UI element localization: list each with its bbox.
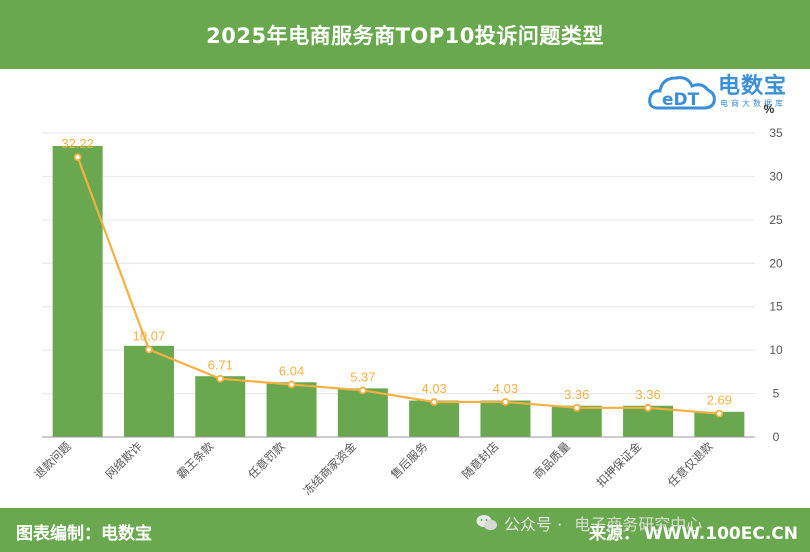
y-tick-label-5: 25 [769, 213, 783, 227]
bar-1 [123, 345, 174, 437]
line-point-3 [287, 380, 296, 389]
wechat-account: 电子商务研究中心 [574, 515, 703, 534]
y-tick-label-1: 5 [773, 387, 780, 401]
y-tick-label-4: 20 [769, 256, 783, 270]
line-series: 32.22 10.07 6.71 6.04 5.37 4.03 4.03 3.36 3.36 2.… [61, 136, 732, 418]
bar-series [52, 146, 745, 437]
bar-0 [52, 146, 103, 437]
x-tick-label-8: 扣押保证金 [594, 439, 645, 490]
data-label-0: 32.22 [61, 136, 94, 151]
line-point-7 [572, 403, 581, 412]
x-tick-label-1: 网络欺诈 [103, 439, 146, 482]
line-point-2 [216, 374, 225, 383]
cloud-logo-icon: eDT [648, 76, 716, 110]
data-label-3: 6.04 [279, 364, 304, 379]
y-axis-unit: % [764, 102, 775, 116]
footer-source: 来源： WWW.100EC.CN [589, 519, 798, 544]
line-point-5 [430, 398, 439, 406]
y-tick-label-0: 0 [773, 430, 780, 444]
data-label-1: 10.07 [133, 329, 166, 344]
line-point-0 [73, 153, 82, 162]
axes: 0 5 10 15 20 25 30 35% 退款问题 网络欺诈 霸王条款 任意罚款 冻结商家资金 售后服… [31, 102, 783, 498]
bar-5 [409, 400, 460, 437]
data-label-4: 5.37 [350, 369, 375, 384]
x-tick-label-3: 任意罚款 [245, 439, 288, 482]
x-tick-label-5: 售后服务 [388, 439, 431, 482]
chart-footer: 图表编制：电数宝 来源： WWW.100EC.CN [0, 508, 810, 552]
wechat-icon [476, 515, 497, 531]
data-label-6: 4.03 [493, 381, 518, 396]
y-tick-label-2: 10 [769, 343, 783, 357]
bar-3 [266, 382, 317, 437]
line-point-8 [644, 403, 652, 412]
line-point-9 [715, 409, 724, 418]
y-tick-label-3: 15 [769, 300, 783, 314]
wechat-label: 公众号 · [504, 515, 563, 534]
data-label-5: 4.03 [421, 381, 446, 396]
logo-sub-text: 电商大数据库 [720, 99, 786, 108]
logo-mark-text: eDT [662, 90, 700, 110]
trend-line [76, 156, 720, 415]
y-tick-label-7: 35 [769, 126, 783, 140]
x-tick-label-6: 随意封店 [459, 439, 501, 481]
chart-title: 2025年电商服务商TOP10投诉问题类型 [206, 23, 604, 48]
data-label-9: 2.69 [707, 393, 732, 408]
line-point-1 [145, 345, 153, 354]
bar-6 [480, 400, 531, 437]
wechat-watermark: 公众号 · 电子商务研究中心 [476, 511, 702, 535]
data-label-2: 6.71 [208, 358, 233, 373]
logo-brand-text: 电数宝 [718, 74, 788, 99]
source-label: 来源： [588, 524, 640, 544]
data-label-7: 3.36 [564, 387, 589, 402]
x-tick-label-4: 冻结商家资金 [300, 439, 359, 498]
line-point-4 [358, 386, 367, 395]
data-label-8: 3.36 [635, 387, 660, 402]
y-tick-label-6: 30 [769, 169, 783, 183]
x-tick-label-9: 任意仅退款 [665, 439, 716, 490]
x-tick-label-0: 退款问题 [31, 439, 74, 482]
line-point-6 [501, 398, 510, 406]
bar-2 [195, 376, 246, 437]
brand-logo: eDT 电数宝 电商大数据库 [648, 64, 808, 116]
x-tick-label-7: 商品质量 [530, 439, 572, 481]
source-value: WWW.100EC.CN [643, 524, 798, 544]
chart-header: 2025年电商服务商TOP10投诉问题类型 [0, 0, 810, 69]
footer-credit: 图表编制：电数宝 [16, 524, 152, 544]
x-tick-label-2: 霸王条款 [174, 439, 217, 482]
bar-4 [337, 388, 388, 437]
